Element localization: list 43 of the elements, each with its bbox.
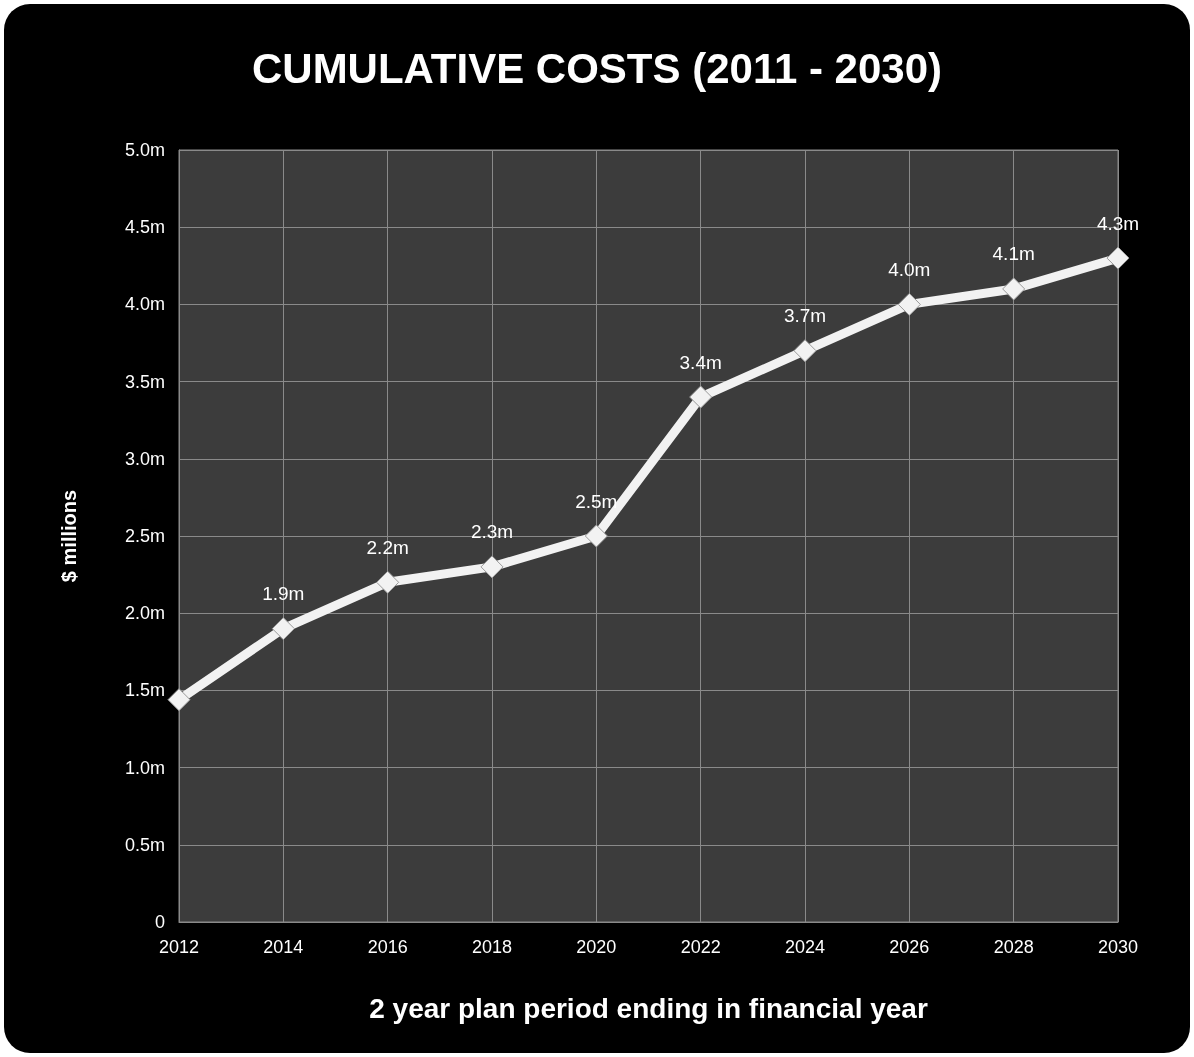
point bbox=[271, 617, 295, 641]
x-tick-label: 2024 bbox=[784, 937, 826, 957]
point bbox=[376, 570, 400, 594]
y-tick-label: 2.0m bbox=[124, 603, 165, 624]
y-tick-label: 3.5m bbox=[124, 371, 165, 392]
y-tick-label: 4.0m bbox=[124, 294, 165, 315]
x-tick-label: 2026 bbox=[889, 937, 930, 957]
x-tick-label: 2022 bbox=[680, 937, 721, 957]
data-label: 2.3m bbox=[470, 521, 514, 543]
point bbox=[689, 385, 713, 409]
point bbox=[1002, 277, 1026, 301]
x-axis-title: 2 year plan period ending in financial year bbox=[369, 992, 928, 1024]
data-label: 2.5m bbox=[575, 490, 618, 512]
data-label: 1.9m bbox=[262, 583, 305, 605]
y-tick-label: 1.0m bbox=[124, 757, 165, 778]
point bbox=[897, 292, 921, 316]
x-tick-label: 2014 bbox=[263, 937, 304, 957]
y-tick-label: 1.5m bbox=[124, 680, 165, 701]
y-tick-label: 2.5m bbox=[124, 526, 165, 546]
y-tick-label: 3.0m bbox=[124, 448, 165, 469]
y-tick-label: 4.5m bbox=[124, 217, 165, 238]
point bbox=[584, 524, 608, 548]
data-label: 2.2m bbox=[366, 536, 409, 558]
x-tick-label: 2012 bbox=[158, 937, 200, 957]
point bbox=[480, 555, 504, 579]
data-label: 3.4m bbox=[679, 351, 722, 373]
point bbox=[793, 339, 817, 363]
data-label: 4.1m bbox=[992, 243, 1035, 265]
data-label: 3.7m bbox=[783, 305, 827, 327]
x-tick-label: 2016 bbox=[367, 937, 408, 957]
y-tick-label: 0.5m bbox=[124, 834, 165, 855]
data-label: 4.3m bbox=[1096, 212, 1140, 234]
x-tick-label: 2028 bbox=[993, 937, 1034, 957]
point bbox=[1106, 246, 1130, 270]
y-tick-label: 5.0m bbox=[124, 140, 165, 160]
y-axis-title: $ millions bbox=[58, 489, 80, 583]
y-tick-label: 0 bbox=[154, 912, 165, 932]
x-tick-label: 2018 bbox=[471, 937, 513, 957]
data-label: 4.0m bbox=[888, 258, 931, 280]
x-tick-label: 2030 bbox=[1097, 937, 1139, 957]
x-tick-label: 2020 bbox=[576, 937, 617, 957]
point bbox=[167, 688, 191, 712]
chart-title: CUMULATIVE COSTS (2011 - 2030) bbox=[251, 44, 943, 92]
